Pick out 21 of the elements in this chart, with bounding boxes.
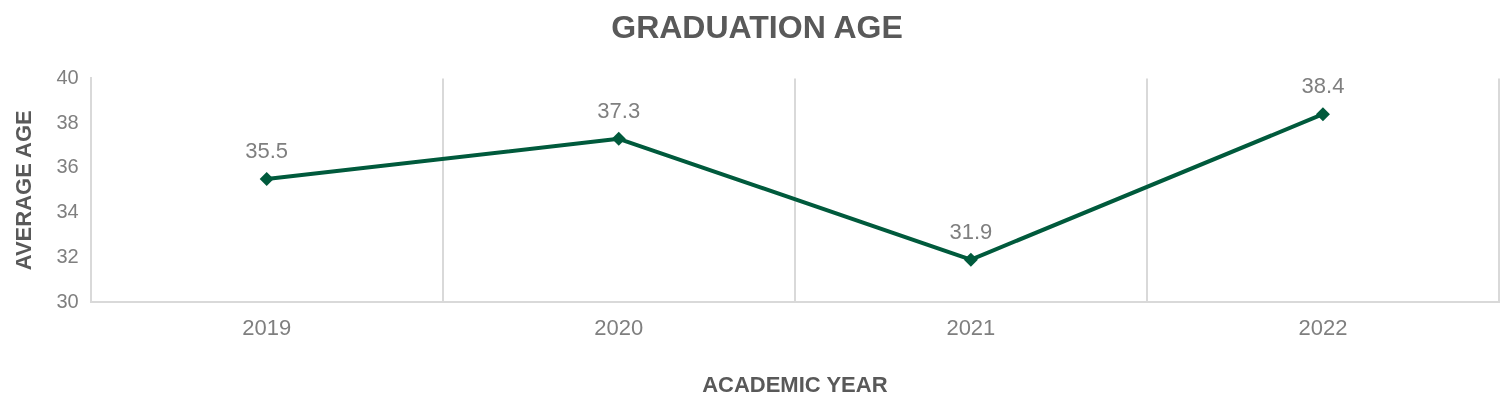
y-tick-label: 40	[56, 65, 79, 88]
y-tick-label: 34	[56, 200, 79, 223]
point	[963, 252, 978, 267]
x-axis-title: ACADEMIC YEAR	[702, 371, 888, 397]
y-tick-label: 30	[56, 289, 79, 312]
data-label: 35.5	[245, 138, 289, 164]
y-tick-label: 32	[56, 244, 79, 267]
data-label: 31.9	[949, 218, 993, 244]
chart-title: GRADUATION AGE	[611, 9, 903, 46]
y-tick-label: 38	[56, 110, 79, 133]
x-tick-label: 2021	[946, 315, 996, 341]
point	[611, 131, 626, 146]
x-tick-label: 2020	[594, 315, 644, 341]
data-label: 37.3	[597, 97, 641, 123]
x-tick-label: 2022	[1298, 315, 1348, 341]
data-label: 38.4	[1301, 73, 1345, 99]
point	[259, 172, 274, 187]
point	[1315, 107, 1330, 122]
y-tick-label: 36	[56, 155, 79, 178]
x-tick-label: 2019	[242, 315, 292, 341]
y-axis-title: AVERAGE AGE	[11, 110, 37, 271]
